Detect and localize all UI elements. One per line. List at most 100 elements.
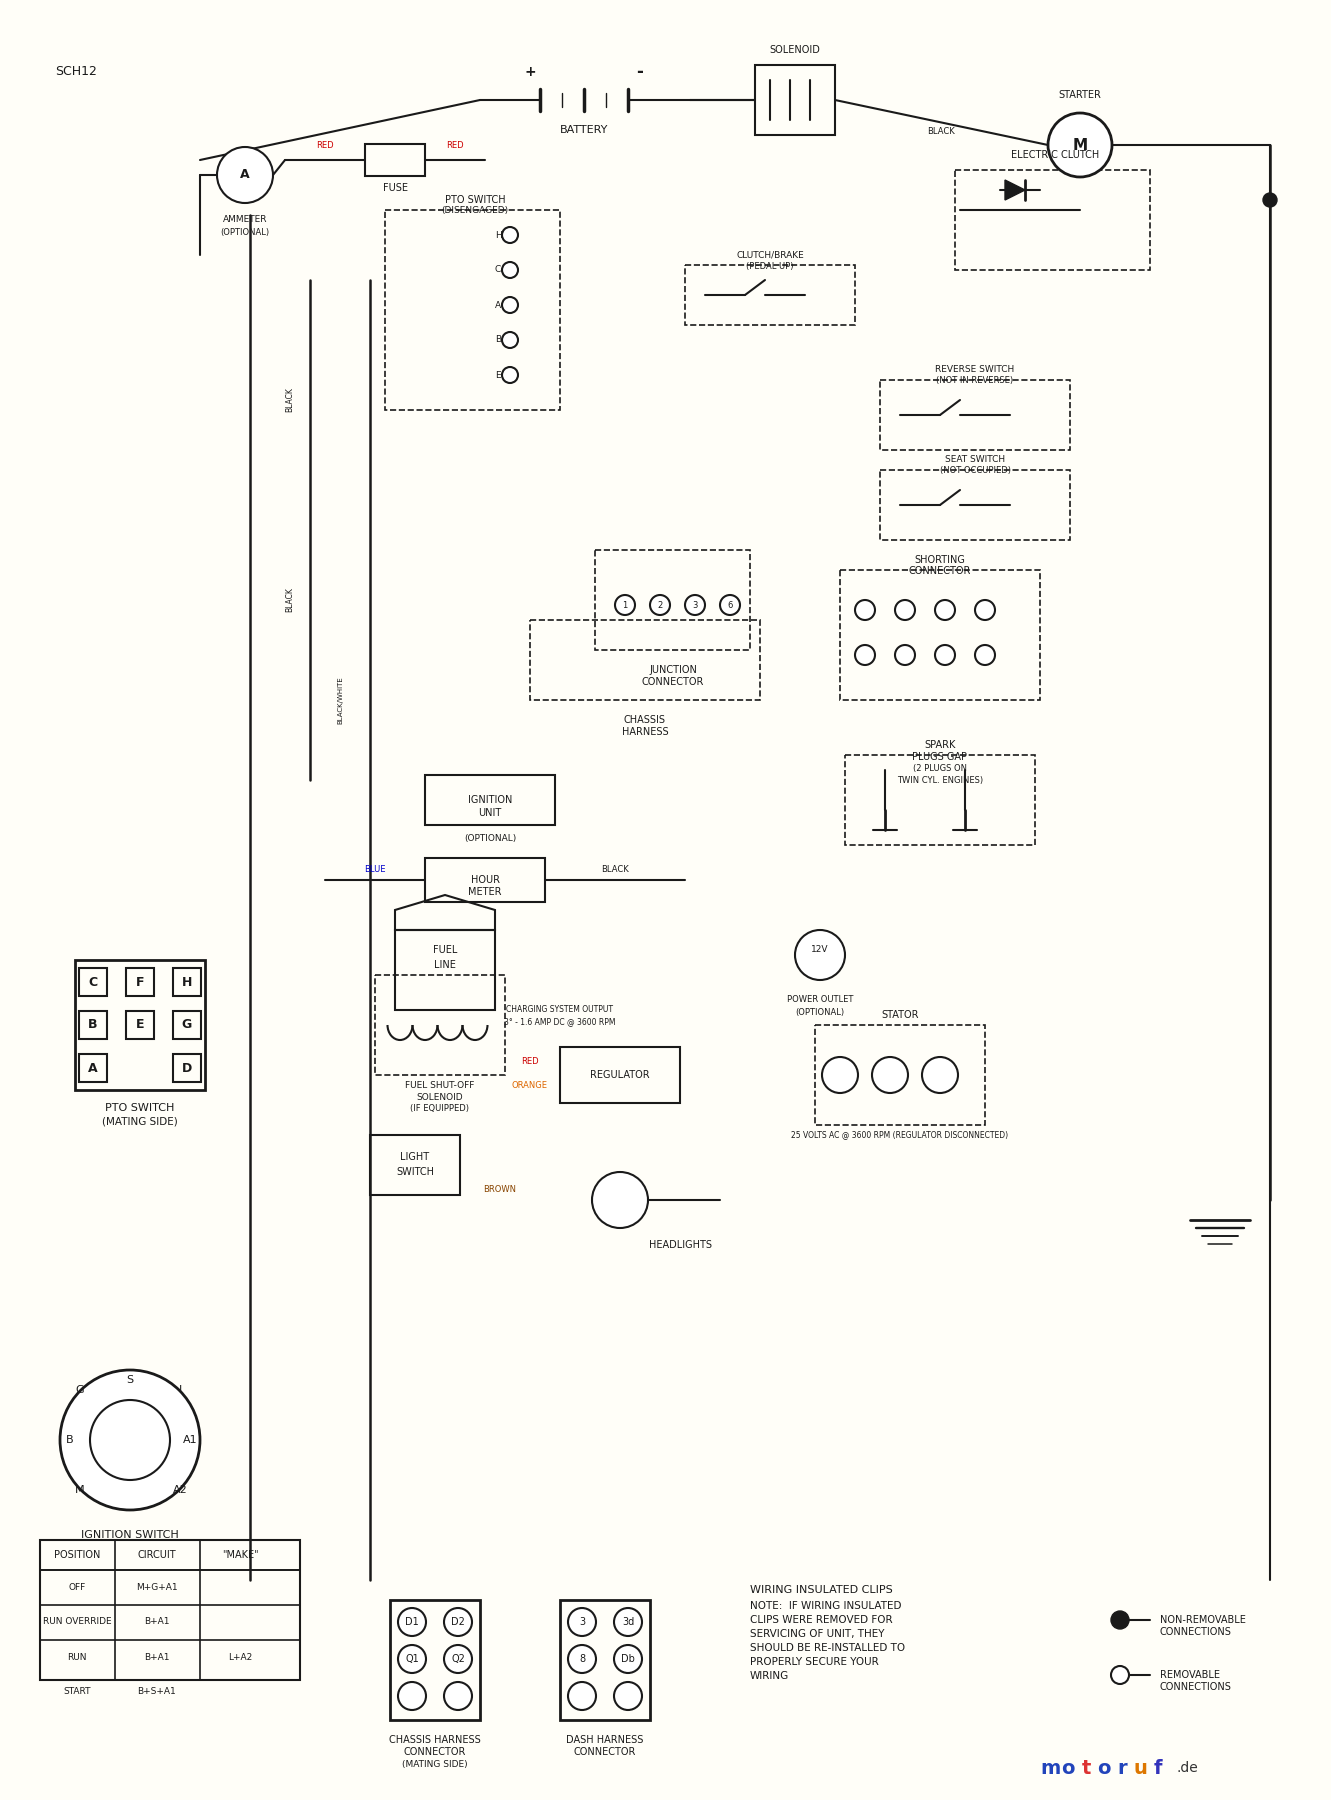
Bar [845, 754, 1036, 844]
Text: FUEL SHUT-OFF: FUEL SHUT-OFF [406, 1080, 475, 1089]
Circle shape [502, 297, 518, 313]
Text: CHASSIS HARNESS: CHASSIS HARNESS [389, 1735, 480, 1744]
Text: AMMETER: AMMETER [222, 216, 268, 225]
Text: BLUE: BLUE [365, 866, 386, 875]
Text: CLIPS WERE REMOVED FOR: CLIPS WERE REMOVED FOR [749, 1615, 893, 1625]
Text: BLACK: BLACK [602, 866, 628, 875]
Text: STATOR: STATOR [881, 1010, 918, 1021]
Circle shape [855, 599, 874, 619]
Text: f: f [1154, 1759, 1162, 1778]
Text: B+A1: B+A1 [144, 1618, 170, 1627]
Text: A1: A1 [182, 1435, 197, 1445]
Text: (NOT OCCUPIED): (NOT OCCUPIED) [940, 466, 1010, 475]
Circle shape [398, 1681, 426, 1710]
Text: C: C [495, 265, 502, 274]
Text: SEAT SWITCH: SEAT SWITCH [945, 455, 1005, 464]
Circle shape [445, 1681, 473, 1710]
Bar [595, 551, 749, 650]
Text: STARTER: STARTER [1058, 90, 1102, 101]
Text: CONNECTIONS: CONNECTIONS [1161, 1681, 1233, 1692]
Text: FUSE: FUSE [382, 184, 407, 193]
Text: NON-REMOVABLE: NON-REMOVABLE [1161, 1615, 1246, 1625]
Text: RED: RED [317, 142, 334, 151]
Text: IGNITION SWITCH: IGNITION SWITCH [81, 1530, 178, 1541]
Text: M: M [1073, 137, 1087, 153]
Text: o: o [1097, 1759, 1111, 1778]
Text: A: A [240, 169, 250, 182]
Circle shape [445, 1607, 473, 1636]
Text: D1: D1 [405, 1616, 419, 1627]
Text: B: B [88, 1019, 97, 1031]
Bar [385, 211, 560, 410]
Circle shape [855, 644, 874, 664]
Text: Db: Db [622, 1654, 635, 1663]
Polygon shape [1005, 180, 1025, 200]
Circle shape [1111, 1611, 1129, 1629]
Text: BROWN: BROWN [483, 1186, 516, 1195]
Text: (MATING SIDE): (MATING SIDE) [402, 1760, 467, 1768]
Text: SCH12: SCH12 [55, 65, 97, 77]
Text: B+A1: B+A1 [144, 1652, 170, 1661]
Text: 1: 1 [623, 601, 628, 610]
Text: F: F [136, 976, 144, 988]
Text: G: G [182, 1019, 192, 1031]
Bar [425, 776, 555, 824]
Text: 2: 2 [658, 601, 663, 610]
Text: SOLENOID: SOLENOID [417, 1093, 463, 1102]
Text: CIRCUIT: CIRCUIT [137, 1550, 176, 1561]
Circle shape [976, 644, 996, 664]
Text: SHORTING: SHORTING [914, 554, 965, 565]
Bar [390, 1600, 480, 1721]
Text: A2: A2 [173, 1485, 188, 1496]
Text: S: S [126, 1375, 133, 1384]
Circle shape [568, 1645, 596, 1672]
Text: START: START [64, 1688, 91, 1696]
Text: NOTE:  IF WIRING INSULATED: NOTE: IF WIRING INSULATED [749, 1600, 901, 1611]
Text: +: + [524, 65, 536, 79]
Text: BATTERY: BATTERY [560, 124, 608, 135]
Text: ORANGE: ORANGE [512, 1080, 548, 1089]
Text: JUNCTION: JUNCTION [650, 664, 697, 675]
Circle shape [1047, 113, 1111, 176]
Text: CONNECTOR: CONNECTOR [642, 677, 704, 688]
Circle shape [894, 644, 914, 664]
Circle shape [934, 644, 956, 664]
Text: 3: 3 [692, 601, 697, 610]
Text: CHASSIS: CHASSIS [624, 715, 666, 725]
Bar [173, 968, 201, 995]
Circle shape [1111, 1667, 1129, 1685]
Text: E: E [136, 1019, 144, 1031]
Text: REGULATOR: REGULATOR [590, 1069, 650, 1080]
Bar [173, 1055, 201, 1082]
Text: RUN OVERRIDE: RUN OVERRIDE [43, 1618, 112, 1627]
Text: 6: 6 [727, 601, 732, 610]
Bar [530, 619, 760, 700]
Text: A: A [495, 301, 500, 310]
Text: B: B [67, 1435, 73, 1445]
Bar [815, 1024, 985, 1125]
Text: CONNECTOR: CONNECTOR [574, 1748, 636, 1757]
Text: B: B [495, 335, 500, 344]
Text: 3: 3 [579, 1616, 586, 1627]
Text: B+S+A1: B+S+A1 [137, 1688, 177, 1696]
Bar [956, 169, 1150, 270]
Text: DASH HARNESS: DASH HARNESS [566, 1735, 644, 1744]
Text: POWER OUTLET: POWER OUTLET [787, 995, 853, 1004]
Text: HOUR: HOUR [470, 875, 499, 886]
Text: E: E [495, 371, 500, 380]
Text: LIGHT: LIGHT [401, 1152, 430, 1163]
Text: REMOVABLE: REMOVABLE [1161, 1670, 1221, 1679]
Circle shape [1263, 193, 1276, 207]
Circle shape [872, 1057, 908, 1093]
Circle shape [894, 599, 914, 619]
Text: CONNECTOR: CONNECTOR [403, 1748, 466, 1757]
Circle shape [91, 1400, 170, 1480]
Bar [560, 1600, 650, 1721]
Text: LINE: LINE [434, 959, 457, 970]
Text: (OPTIONAL): (OPTIONAL) [465, 833, 516, 842]
Text: D2: D2 [451, 1616, 465, 1627]
Bar [370, 1136, 461, 1195]
Circle shape [795, 931, 845, 979]
Text: H: H [495, 230, 502, 239]
Text: 3° - 1.6 AMP DC @ 3600 RPM: 3° - 1.6 AMP DC @ 3600 RPM [504, 1017, 616, 1026]
